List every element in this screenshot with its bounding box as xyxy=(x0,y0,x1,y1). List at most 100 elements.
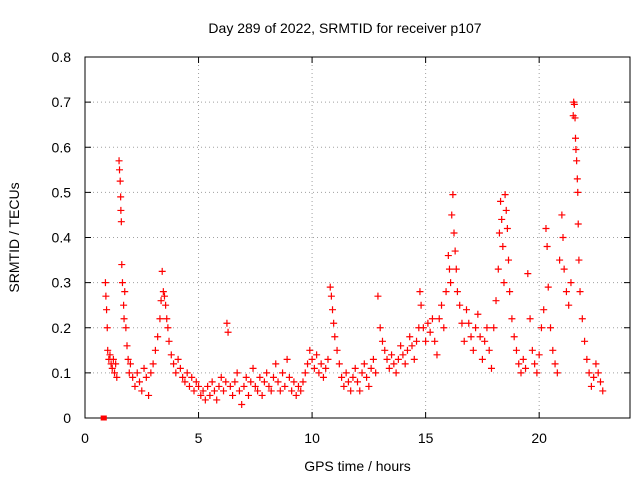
data-point xyxy=(506,288,514,296)
data-point xyxy=(453,288,461,296)
data-point xyxy=(223,319,231,327)
data-point xyxy=(188,373,196,381)
data-point xyxy=(294,382,302,390)
data-point xyxy=(131,382,139,390)
data-point xyxy=(562,288,570,296)
data-point xyxy=(238,400,246,408)
y-tick-label: 0.7 xyxy=(52,94,72,110)
data-point xyxy=(118,261,126,269)
data-point xyxy=(519,355,527,363)
data-point xyxy=(123,342,131,350)
data-point xyxy=(120,301,128,309)
data-point xyxy=(281,382,289,390)
data-point xyxy=(576,288,584,296)
data-point xyxy=(104,346,112,354)
data-point xyxy=(490,324,498,332)
data-point xyxy=(390,360,398,368)
data-point xyxy=(574,220,582,228)
data-point xyxy=(433,351,441,359)
data-point xyxy=(279,369,287,377)
data-point xyxy=(469,346,477,354)
data-point xyxy=(162,301,170,309)
data-point xyxy=(117,193,125,201)
data-point xyxy=(378,337,386,345)
data-point xyxy=(498,215,506,223)
data-point xyxy=(553,369,561,377)
data-point xyxy=(164,324,172,332)
data-point xyxy=(369,355,377,363)
data-point xyxy=(199,387,207,395)
data-point xyxy=(109,355,117,363)
data-point xyxy=(399,351,407,359)
data-point xyxy=(573,157,581,165)
data-point xyxy=(426,328,434,336)
data-point xyxy=(487,364,495,372)
data-point xyxy=(288,387,296,395)
data-point xyxy=(204,382,212,390)
data-point xyxy=(599,387,607,395)
data-point xyxy=(117,206,125,214)
y-tick-label: 0 xyxy=(63,410,71,426)
data-point xyxy=(460,337,468,345)
data-point xyxy=(181,378,189,386)
data-point xyxy=(240,382,248,390)
data-point xyxy=(592,360,600,368)
data-point xyxy=(338,373,346,381)
data-point xyxy=(327,292,335,300)
data-point xyxy=(274,378,282,386)
data-point xyxy=(483,324,491,332)
data-point xyxy=(136,378,143,386)
data-point xyxy=(319,373,327,381)
data-point xyxy=(290,378,298,386)
data-point xyxy=(340,382,348,390)
data-point xyxy=(283,355,291,363)
data-point xyxy=(116,166,124,174)
data-point xyxy=(424,319,432,327)
data-series-srmtid xyxy=(100,98,607,421)
data-point xyxy=(231,378,239,386)
data-point xyxy=(517,369,525,377)
data-point xyxy=(106,351,114,359)
data-point xyxy=(376,324,384,332)
data-point xyxy=(401,360,409,368)
data-point xyxy=(512,346,520,354)
data-point xyxy=(451,247,459,255)
data-point xyxy=(492,297,500,305)
data-point xyxy=(103,324,111,332)
data-point xyxy=(385,364,393,372)
data-point xyxy=(445,265,453,273)
data-point xyxy=(315,369,323,377)
data-point xyxy=(179,373,187,381)
data-point xyxy=(388,351,396,359)
data-point xyxy=(121,288,129,296)
data-point xyxy=(360,360,368,368)
x-tick-label: 20 xyxy=(531,430,547,446)
data-point xyxy=(574,188,582,196)
data-point xyxy=(292,391,300,399)
data-point xyxy=(151,346,159,354)
data-point xyxy=(342,369,350,377)
data-point xyxy=(122,324,130,332)
data-point xyxy=(185,382,193,390)
y-axis-title: SRMTID / TECUs xyxy=(6,182,22,292)
y-tick-label: 0.2 xyxy=(52,320,72,336)
y-tick-label: 0.6 xyxy=(52,139,72,155)
data-point xyxy=(192,378,200,386)
data-point xyxy=(448,211,456,219)
data-point xyxy=(422,337,430,345)
data-point xyxy=(575,256,583,264)
data-point xyxy=(190,387,198,395)
data-point xyxy=(531,360,539,368)
data-point xyxy=(195,382,203,390)
chart-title: Day 289 of 2022, SRMTID for receiver p10… xyxy=(208,20,481,36)
data-point xyxy=(543,243,551,251)
data-point xyxy=(308,355,316,363)
data-point xyxy=(258,391,266,399)
data-point xyxy=(406,333,414,341)
data-point xyxy=(112,360,120,368)
data-point xyxy=(297,387,305,395)
data-point xyxy=(276,387,284,395)
data-point xyxy=(272,360,280,368)
data-point xyxy=(508,315,516,323)
